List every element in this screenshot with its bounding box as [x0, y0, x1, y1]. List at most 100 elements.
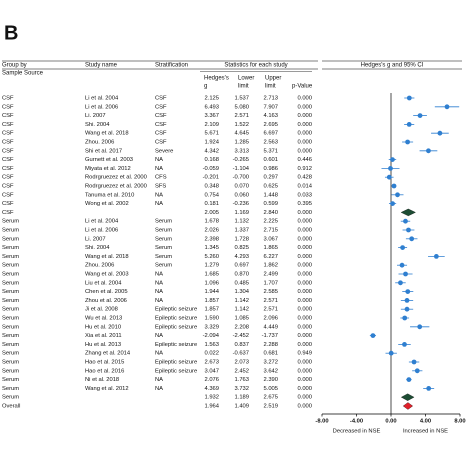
x-tick-label: 0.00 [385, 419, 396, 425]
stat-value: 4.342 [204, 148, 219, 154]
study-name: Wu et al. 2013 [85, 316, 122, 322]
stat-value: 2.571 [234, 113, 249, 119]
p-value: 0.000 [297, 210, 312, 216]
stat-value: 1.169 [234, 210, 249, 216]
effect-point [414, 368, 420, 374]
group-label: Serum [2, 307, 19, 313]
p-value: 0.000 [297, 113, 312, 119]
p-value: 0.000 [297, 316, 312, 322]
p-value: 0.000 [297, 289, 312, 295]
stat-value: 1.865 [263, 245, 278, 251]
stat-value: 2.499 [263, 272, 278, 278]
stratification: Serum [155, 219, 172, 225]
stat-value: -1.737 [262, 333, 278, 339]
p-value: 0.000 [297, 148, 312, 154]
stratification: CSF [155, 140, 167, 146]
stat-value: 1.924 [204, 140, 219, 146]
stratification: Epileptic seizure [155, 360, 197, 366]
p-value: 0.000 [297, 377, 312, 383]
study-name: Li et al. 2006 [85, 228, 118, 234]
stat-value: 2.695 [263, 122, 278, 128]
p-value: 0.395 [297, 201, 312, 207]
study-name: Li et al. 2004 [85, 219, 119, 225]
group-label: CSF [2, 184, 14, 190]
study-name: Zhou. 2006 [85, 263, 114, 269]
stat-value: 5.005 [263, 386, 278, 392]
stat-value: -0.265 [233, 157, 249, 163]
p-value: 0.949 [297, 351, 312, 357]
stat-value: 1.337 [234, 228, 249, 234]
effect-point [417, 113, 423, 118]
effect-point [426, 148, 431, 154]
study-name: Zhou et al. 2006 [85, 298, 127, 304]
group-label: CSF [2, 131, 14, 137]
overall-diamond [402, 402, 413, 410]
effect-point [403, 218, 408, 224]
stat-value: 2.026 [204, 228, 219, 234]
stat-value: 5.671 [204, 131, 219, 137]
stat-value: 6.697 [263, 131, 278, 137]
stat-value: -0.201 [203, 175, 219, 181]
stat-value: 1.932 [204, 395, 219, 401]
stat-value: 3.329 [204, 324, 219, 330]
group-label: Serum [2, 316, 19, 322]
effect-point [417, 324, 423, 330]
p-value: 0.000 [297, 368, 312, 374]
header-sample-source: Sample Source [2, 71, 44, 77]
stat-value: 1.728 [234, 236, 249, 242]
study-name: Miyata et al. 2012 [85, 166, 131, 172]
stat-value: 1.279 [204, 263, 219, 269]
group-label: Serum [2, 324, 19, 330]
stat-value: -0.059 [203, 166, 219, 172]
group-label: CSF [2, 201, 14, 207]
group-label: Serum [2, 386, 19, 392]
effect-point [405, 289, 411, 294]
stat-value: 2.076 [204, 377, 219, 383]
study-name: Zhou. 2006 [85, 140, 114, 146]
stat-value: 1.522 [234, 122, 249, 128]
x-tick-label: 8.00 [454, 419, 465, 425]
effect-point [390, 157, 395, 163]
stratification: NA [155, 289, 163, 295]
group-label: Serum [2, 236, 19, 242]
effect-point [405, 139, 410, 145]
effect-point [437, 130, 443, 136]
group-label: CSF [2, 175, 14, 181]
stat-value: 1.132 [234, 219, 249, 225]
study-name: Wong et al. 2002 [85, 201, 129, 207]
stat-value: 0.825 [234, 245, 249, 251]
stat-value: -2.094 [203, 333, 220, 339]
stat-value: 0.625 [263, 184, 278, 190]
header-upper: Upper [265, 76, 281, 82]
stat-value: 2.675 [263, 395, 278, 401]
stat-value: 4.163 [263, 113, 278, 119]
stat-value: 4.645 [234, 131, 249, 137]
group-label: Serum [2, 342, 19, 348]
group-label: Serum [2, 254, 19, 260]
stat-value: 4.293 [234, 254, 249, 260]
stat-value: 6.493 [204, 104, 219, 110]
stat-value: 1.085 [234, 316, 249, 322]
header-stratification: Stratification [155, 63, 188, 69]
study-name: Shi. 2004 [85, 122, 110, 128]
study-name: Tanuma et al. 2010 [85, 192, 134, 198]
stat-value: 0.060 [234, 192, 249, 198]
stat-value: 3.732 [234, 386, 249, 392]
p-value: 0.000 [297, 307, 312, 313]
x-annotation: Decreased in NSE [333, 429, 381, 435]
study-name: Rodrgruezez et al. 2000 [85, 175, 147, 181]
stat-value: 2.840 [263, 210, 278, 216]
group-label: Serum [2, 228, 19, 234]
stratification: CSF [155, 113, 167, 119]
study-name: Shi et al. 2017 [85, 148, 122, 154]
stat-value: -0.700 [233, 175, 249, 181]
group-label: Serum [2, 298, 19, 304]
stat-value: 1.590 [204, 316, 219, 322]
p-value: 0.000 [297, 96, 312, 102]
effect-point [406, 377, 412, 382]
stratification: CFS [155, 175, 167, 181]
stratification: NA [155, 201, 163, 207]
study-name: Xia et al. 2011 [85, 333, 122, 339]
p-value: 0.912 [297, 166, 312, 172]
stat-value: 1.763 [234, 377, 249, 383]
